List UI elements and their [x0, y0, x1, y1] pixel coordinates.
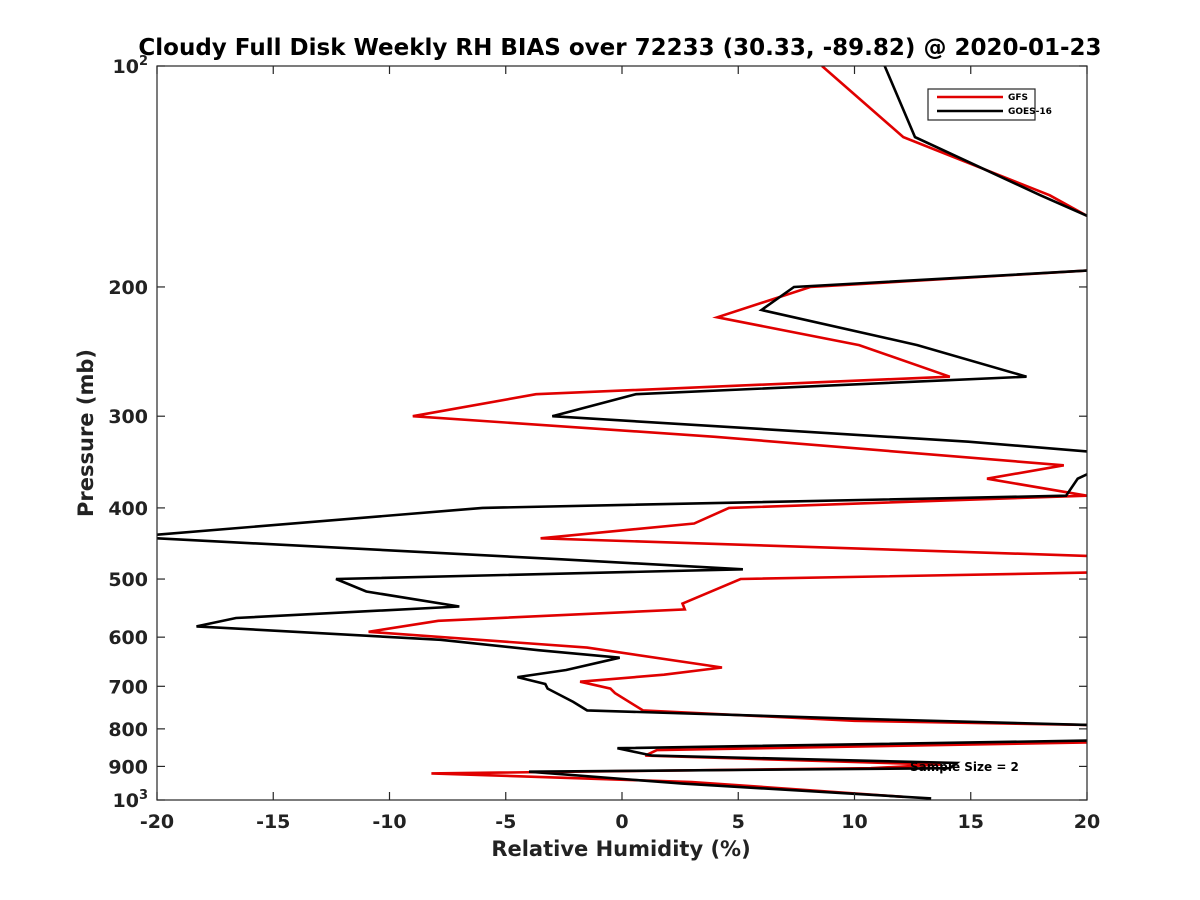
x-tick-label: 5	[732, 811, 745, 833]
x-tick-label: -20	[140, 811, 174, 833]
legend-box	[927, 88, 1036, 121]
legend: GFS GOES-16	[927, 88, 1052, 121]
legend-label-goes16: GOES-16	[1008, 107, 1052, 117]
y-tick-label: 200	[108, 277, 148, 299]
x-tick-label: 0	[615, 811, 628, 833]
plot-frame	[156, 65, 1088, 801]
x-tick-label: 15	[958, 811, 984, 833]
x-tick-label: -5	[495, 811, 516, 833]
series-line-gfs	[368, 66, 1087, 799]
x-tick-label: 10	[841, 811, 867, 833]
x-tick-label: 20	[1074, 811, 1100, 833]
y-tick-label: 600	[108, 627, 148, 649]
y-tick-label: 500	[108, 569, 148, 591]
legend-label-gfs: GFS	[1008, 93, 1028, 103]
y-tick-label: 800	[108, 719, 148, 741]
chart-title: Cloudy Full Disk Weekly RH BIAS over 722…	[138, 35, 1101, 61]
plot-area	[156, 65, 1088, 801]
x-axis: -20 -15 -10 -5 0 5 10 15 20	[140, 66, 1100, 833]
x-tick-label: -15	[256, 811, 290, 833]
y-tick-label: 103	[113, 788, 149, 812]
series-line-goes16	[157, 66, 1087, 800]
y-tick-label: 102	[113, 54, 149, 78]
y-axis-label: Pressure (mb)	[74, 349, 98, 517]
y-tick-label: 900	[108, 756, 148, 778]
x-tick-label: -10	[372, 811, 406, 833]
y-tick-label: 300	[108, 406, 148, 428]
sample-size-annotation: Sample Size = 2	[910, 760, 1019, 774]
x-axis-label: Relative Humidity (%)	[491, 837, 750, 861]
y-tick-label: 700	[108, 676, 148, 698]
y-tick-label: 400	[108, 498, 148, 520]
y-axis: 102 200 300 400 500 600 700 800 900 103	[108, 54, 1087, 812]
